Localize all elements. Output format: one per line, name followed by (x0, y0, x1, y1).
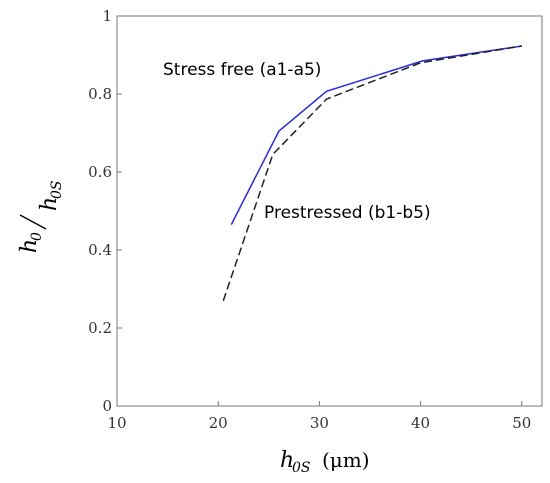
plot-frame (116, 15, 543, 407)
x-tick-label: 30 (310, 414, 329, 432)
y-axis-label: h 0 h 0S (17, 181, 65, 254)
y-axis-label-num-main: h (17, 239, 42, 253)
series-line-prestressed (222, 45, 522, 301)
x-axis-label-sub: 0S (292, 460, 311, 476)
y-axis-label-slash (19, 214, 47, 230)
y-tick-label: 0.6 (88, 163, 112, 181)
y-axis-label-num-sub: 0 (29, 232, 45, 241)
x-tick-label: 10 (107, 414, 126, 432)
series-line-stress-free (230, 45, 522, 225)
y-tick-label: 1 (102, 7, 112, 25)
y-tick-label: 0.2 (88, 319, 112, 337)
x-tick-label: 40 (411, 414, 430, 432)
annotation-stress-free: Stress free (a1-a5) (163, 60, 321, 80)
x-tick-label: 50 (512, 414, 531, 432)
ticks: 10 20 30 40 50 0 0.2 0.4 0.6 0.8 1 (88, 7, 531, 432)
y-axis-label-den-main: h (37, 197, 62, 211)
x-axis-label: h 0S (μm) (280, 448, 370, 476)
y-tick-label: 0 (102, 397, 112, 415)
y-axis-label-den-sub: 0S (49, 181, 65, 200)
x-axis-label-unit: (μm) (322, 448, 370, 472)
x-tick-label: 20 (209, 414, 228, 432)
x-axis-label-main: h (280, 448, 294, 473)
series-layer (222, 45, 522, 301)
annotation-prestressed: Prestressed (b1-b5) (264, 203, 431, 223)
y-tick-label: 0.4 (88, 241, 112, 259)
y-tick-label: 0.8 (88, 85, 112, 103)
